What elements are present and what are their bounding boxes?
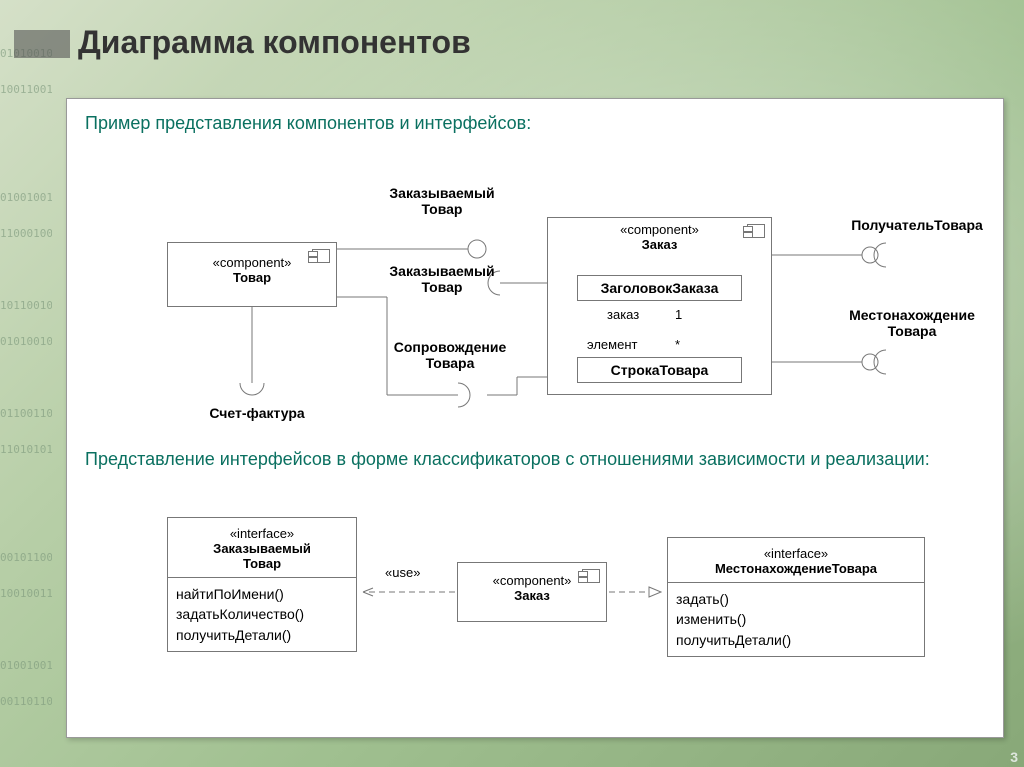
op: изменить() — [676, 609, 916, 629]
iface-right-stereo: «interface» — [672, 546, 920, 561]
iface-left-ops: найтиПоИмени() задатьКоличество() получи… — [168, 577, 356, 651]
tovar-name: Товар — [174, 270, 330, 285]
decorative-binary-strip: 01010010 10011001 01001001 11000100 1011… — [0, 0, 52, 767]
iface-left-name2: Товар — [172, 556, 352, 571]
iface-right-ops: задать() изменить() получитьДетали() — [668, 582, 924, 656]
op: получитьДетали() — [176, 625, 348, 645]
component-icon — [747, 224, 765, 238]
component-icon — [582, 569, 600, 583]
label-location: Местонахождение Товара — [817, 307, 1007, 339]
zakaz-stereotype: «component» — [554, 222, 765, 237]
use-label: «use» — [385, 565, 420, 580]
op: получитьДетали() — [676, 630, 916, 650]
section2-intro: Представление интерфейсов в форме класси… — [85, 447, 985, 471]
op: задать() — [676, 589, 916, 609]
title-decoration — [14, 30, 70, 58]
component-mid: «component» Заказ — [457, 562, 607, 622]
label-invoice: Счет-фактура — [182, 405, 332, 421]
component-icon — [312, 249, 330, 263]
mid-name: Заказ — [464, 588, 600, 603]
label-ordered-mid: Заказываемый Товар — [367, 263, 517, 295]
content-panel: Пример представления компонентов и интер… — [66, 98, 1004, 738]
zakaz-header-box: ЗаголовокЗаказа — [577, 275, 742, 301]
component-tovar: «component» Товар — [167, 242, 337, 307]
label-ordered-top: Заказываемый Товар — [367, 185, 517, 217]
iface-left-stereo: «interface» — [172, 526, 352, 541]
zakaz-name: Заказ — [554, 237, 765, 252]
assoc-role-top: заказ — [607, 307, 639, 322]
assoc-mult-top: 1 — [675, 307, 682, 322]
iface-left-name1: Заказываемый — [172, 541, 352, 556]
tovar-stereotype: «component» — [174, 255, 330, 270]
slide-title: Диаграмма компонентов — [78, 24, 471, 61]
page-number: 3 — [1010, 749, 1018, 765]
zakaz-row-box: СтрокаТовара — [577, 357, 742, 383]
interface-left: «interface» Заказываемый Товар найтиПоИм… — [167, 517, 357, 652]
label-recipient: ПолучательТовара — [827, 217, 1007, 233]
assoc-mult-bot: * — [675, 337, 680, 352]
interface-right: «interface» МестонахождениеТовара задать… — [667, 537, 925, 657]
iface-right-name: МестонахождениеТовара — [672, 561, 920, 576]
section1-intro: Пример представления компонентов и интер… — [85, 113, 531, 134]
diagram-components: Заказываемый Товар Заказываемый Товар Со… — [87, 147, 967, 437]
op: найтиПоИмени() — [176, 584, 348, 604]
op: задатьКоличество() — [176, 604, 348, 624]
label-escort: Сопровождение Товара — [370, 339, 530, 371]
assoc-role-bot: элемент — [587, 337, 637, 352]
diagram-classifiers: «use» «interface» Заказываемый Товар най… — [87, 507, 967, 707]
